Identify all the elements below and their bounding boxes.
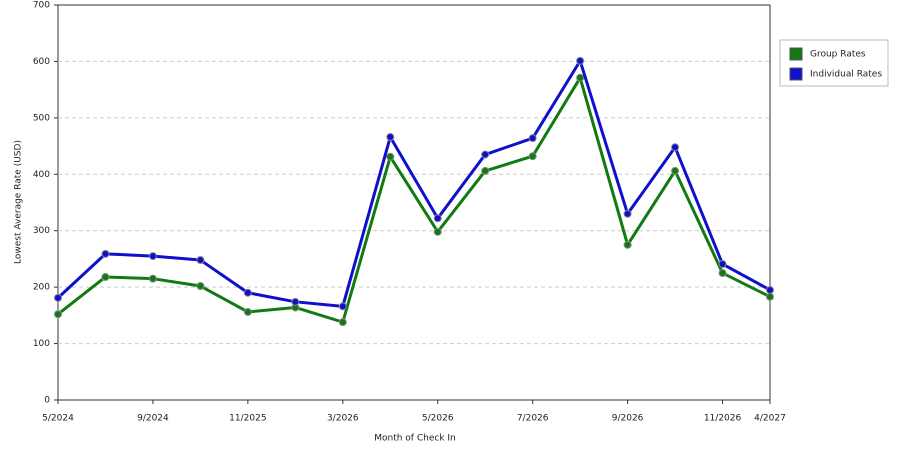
x-tick-label: 4/2027 xyxy=(754,414,786,424)
y-tick-label: 0 xyxy=(44,396,50,406)
point xyxy=(433,227,442,236)
point xyxy=(291,297,300,306)
point xyxy=(718,260,727,269)
point xyxy=(54,310,62,319)
point xyxy=(148,274,157,283)
y-tick-label: 100 xyxy=(33,339,50,349)
x-tick-label: 5/2024 xyxy=(42,414,74,424)
point xyxy=(528,134,537,143)
point xyxy=(766,292,774,301)
legend-swatch xyxy=(789,47,803,61)
x-tick-label: 5/2026 xyxy=(422,414,454,424)
y-tick-label: 300 xyxy=(33,226,50,236)
point xyxy=(386,152,395,161)
point xyxy=(148,252,157,261)
point xyxy=(101,272,110,281)
x-axis-label: Month of Check In xyxy=(374,434,456,444)
point xyxy=(623,240,632,249)
point xyxy=(101,249,110,258)
point xyxy=(576,56,585,65)
y-tick-label: 700 xyxy=(33,1,50,11)
point xyxy=(54,293,62,302)
legend-swatch xyxy=(789,67,803,81)
x-tick-label: 3/2026 xyxy=(327,414,359,424)
y-axis-label: Lowest Average Rate (USD) xyxy=(14,140,24,264)
legend-label: Individual Rates xyxy=(810,70,882,80)
x-tick-label: 11/2025 xyxy=(229,414,266,424)
point xyxy=(338,302,347,311)
point xyxy=(481,166,490,175)
point xyxy=(386,133,395,142)
y-tick-label: 600 xyxy=(33,57,50,67)
x-tick-label: 11/2026 xyxy=(704,414,742,424)
point xyxy=(243,307,252,316)
y-tick-label: 200 xyxy=(33,283,50,293)
series-line xyxy=(56,59,771,308)
point xyxy=(243,288,252,297)
y-tick-label: 400 xyxy=(33,170,50,180)
x-tick-label: 9/2024 xyxy=(137,414,169,424)
point xyxy=(196,282,205,291)
x-tick-label: 9/2026 xyxy=(612,414,644,424)
point xyxy=(338,318,347,327)
x-tick-label: 7/2026 xyxy=(517,414,549,424)
legend-label: Group Rates xyxy=(810,50,866,60)
y-tick-label: 500 xyxy=(33,113,50,123)
series-line xyxy=(57,76,771,324)
point xyxy=(433,214,442,223)
point xyxy=(718,269,727,278)
point xyxy=(196,256,205,265)
point xyxy=(576,73,585,82)
point xyxy=(671,166,680,175)
plot-area xyxy=(57,4,771,401)
point xyxy=(528,152,537,161)
point xyxy=(481,150,490,159)
point xyxy=(766,285,774,294)
point xyxy=(671,143,680,152)
point xyxy=(623,209,632,218)
